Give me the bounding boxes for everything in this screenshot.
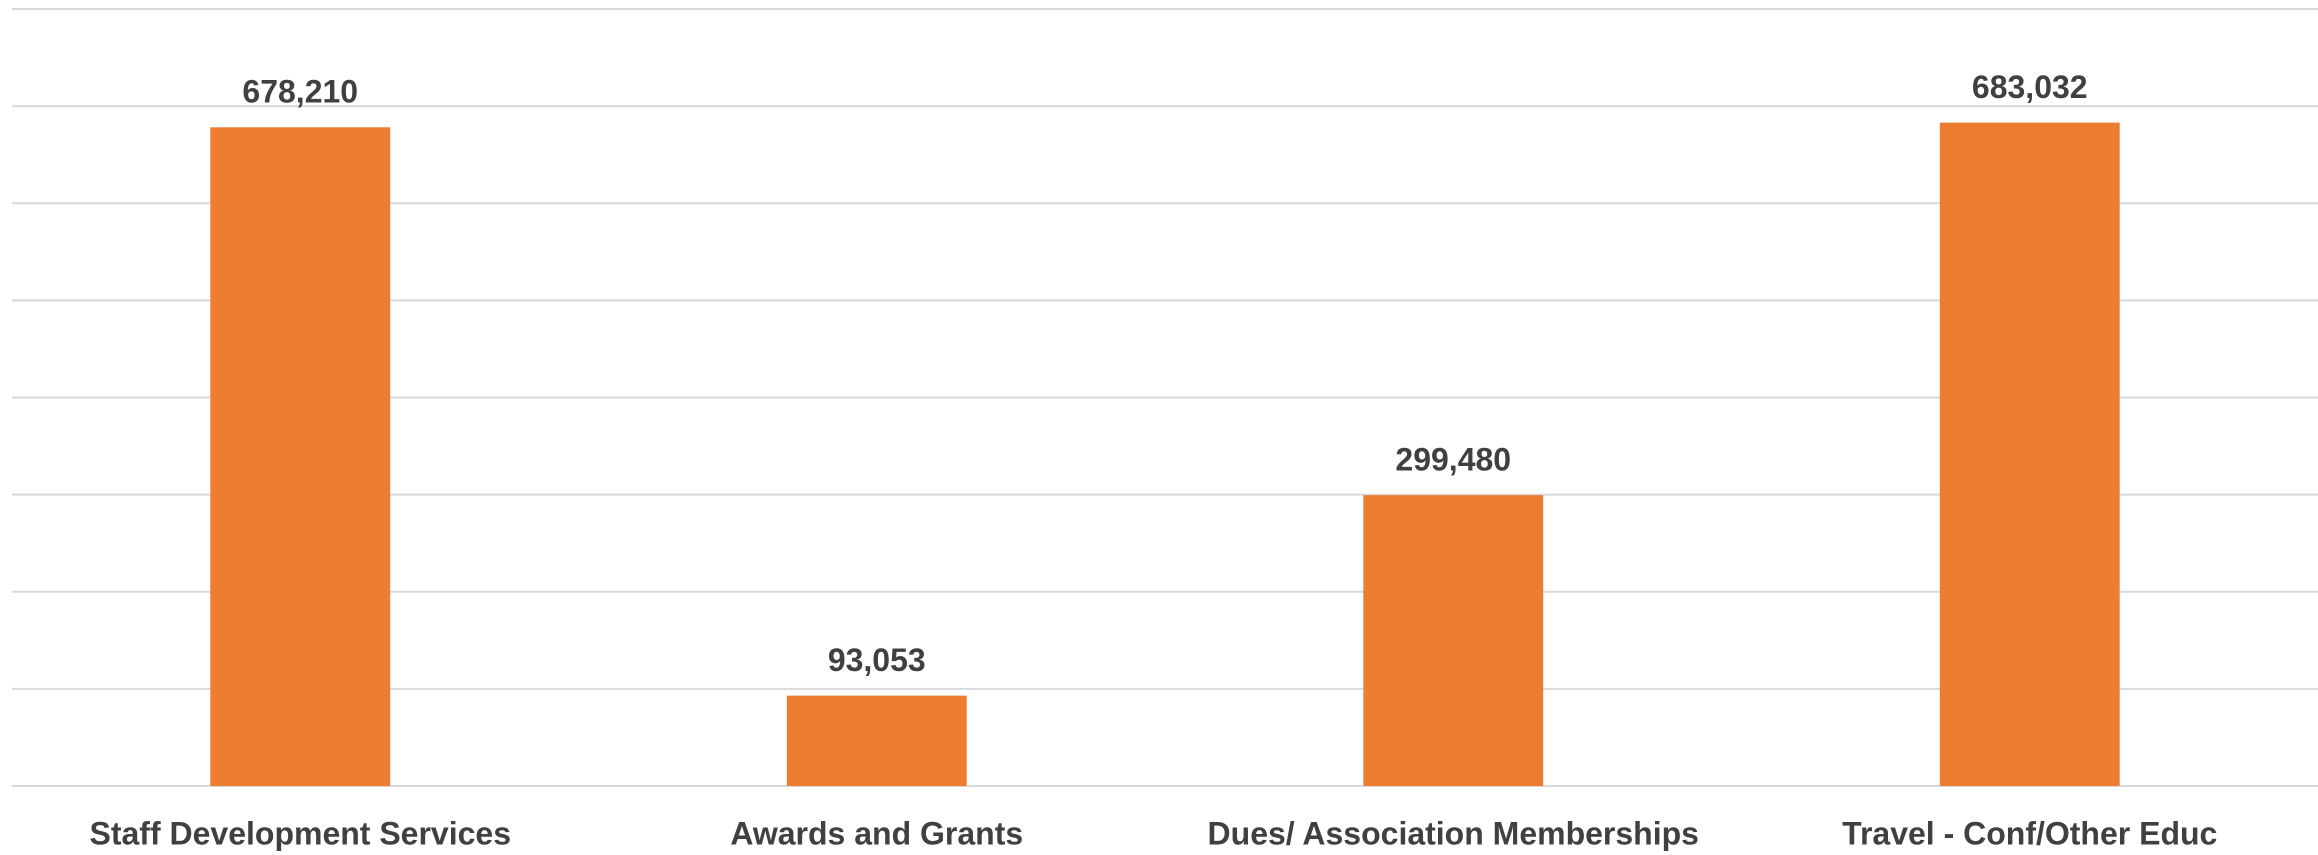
bar	[786, 695, 967, 786]
bar	[210, 127, 391, 787]
x-tick-label: Dues/ Association Memberships	[1208, 815, 1699, 851]
x-tick-label: Staff Development Services	[90, 815, 512, 851]
bar	[1363, 495, 1544, 786]
x-tick-label: Awards and Grants	[730, 815, 1023, 851]
bar	[1939, 122, 2120, 787]
x-tick-label: Travel - Conf/Other Educ	[1842, 815, 2217, 851]
data-label: 299,480	[1395, 442, 1511, 478]
data-label: 678,210	[242, 74, 358, 110]
data-label: 683,032	[1972, 69, 2088, 105]
data-label: 93,053	[828, 642, 926, 678]
